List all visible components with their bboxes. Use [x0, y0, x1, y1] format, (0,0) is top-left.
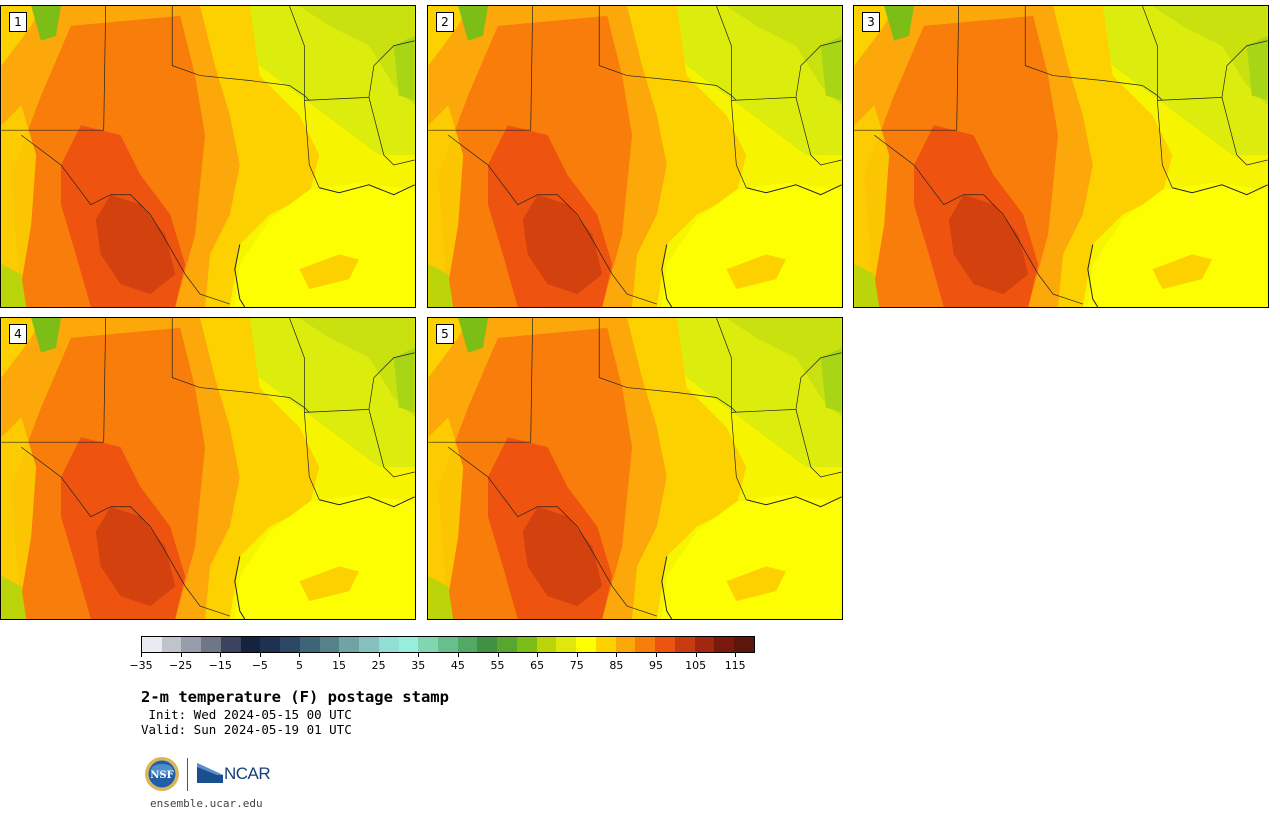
colorbar-swatch — [142, 637, 162, 652]
valid-time: Valid: Sun 2024-05-19 01 UTC — [141, 722, 352, 737]
colorbar-tick-label: −35 — [129, 659, 153, 672]
colorbar-swatch — [655, 637, 675, 652]
colorbar-swatch — [615, 637, 636, 652]
colorbar-swatch — [220, 637, 241, 652]
stamp-panel-3: 3 — [853, 5, 1269, 308]
colorbar-tick — [655, 653, 657, 657]
colorbar-tick — [220, 653, 222, 657]
colorbar-tick — [497, 653, 499, 657]
nsf-logo-icon: NSF — [145, 757, 179, 791]
colorbar-tick-label: 25 — [371, 659, 386, 672]
stamp-panel-4: 4 — [0, 317, 416, 620]
colorbar-swatch — [181, 637, 202, 652]
colorbar-tick-label: −25 — [169, 659, 193, 672]
colorbar-tick — [695, 653, 697, 657]
colorbar-swatch — [576, 637, 596, 652]
colorbar-swatch — [201, 637, 221, 652]
stamp-panel-5: 5 — [427, 317, 843, 620]
colorbar-tick — [180, 653, 182, 657]
colorbar-tick — [576, 653, 578, 657]
ncar-logo-icon — [197, 763, 223, 783]
colorbar-swatch — [438, 637, 458, 652]
colorbar-tick-label: 115 — [724, 659, 746, 672]
colorbar-swatch — [240, 637, 261, 652]
colorbar-swatch — [556, 637, 577, 652]
colorbar-tick — [339, 653, 341, 657]
colorbar-swatch — [595, 637, 616, 652]
init-time: Init: Wed 2024-05-15 00 UTC — [141, 707, 352, 722]
colorbar-tick — [418, 653, 420, 657]
colorbar-tick-label: 65 — [530, 659, 545, 672]
colorbar-tick-label: 15 — [332, 659, 347, 672]
colorbar-swatch — [299, 637, 320, 652]
temperature-map — [854, 6, 1268, 307]
colorbar-tick — [735, 653, 737, 657]
logos: NSF NCAR — [144, 756, 284, 794]
colorbar-tick — [537, 653, 539, 657]
colorbar-swatch — [674, 637, 695, 652]
site-url: ensemble.ucar.edu — [150, 797, 263, 810]
colorbar-tick-label: 75 — [569, 659, 584, 672]
colorbar-tick-label: 105 — [685, 659, 707, 672]
colorbar-tick-label: 35 — [411, 659, 426, 672]
colorbar-tick-label: 45 — [450, 659, 465, 672]
colorbar-swatch — [734, 637, 754, 652]
colorbar-swatch — [161, 637, 182, 652]
colorbar-swatch — [635, 637, 656, 652]
stamp-panel-1: 1 — [0, 5, 416, 308]
panel-number: 1 — [9, 12, 27, 32]
panel-number: 2 — [436, 12, 454, 32]
colorbar-swatch — [359, 637, 379, 652]
colorbar-swatch — [694, 637, 715, 652]
colorbar-tick-label: 5 — [295, 659, 303, 672]
figure-title: 2-m temperature (F) postage stamp — [141, 688, 449, 706]
colorbar-swatch — [457, 637, 478, 652]
ncar-logo-text: NCAR — [224, 764, 271, 783]
colorbar-tick-label: −15 — [208, 659, 232, 672]
panel-number: 3 — [862, 12, 880, 32]
colorbar-ticks: −35 −25 −15 −5 5 15 25 35 45 55 65 75 85 95 105 115 — [129, 653, 755, 673]
colorbar-tick-label: −5 — [251, 659, 268, 672]
temperature-map — [428, 6, 842, 307]
temperature-map — [1, 318, 415, 619]
stamp-panel-2: 2 — [427, 5, 843, 308]
panel-number: 4 — [9, 324, 27, 344]
colorbar-tick — [299, 653, 301, 657]
colorbar-tick-label: 95 — [648, 659, 663, 672]
colorbar-tick-label: 85 — [609, 659, 624, 672]
colorbar-tick — [259, 653, 261, 657]
colorbar-swatch — [319, 637, 340, 652]
colorbar-swatch — [497, 637, 517, 652]
colorbar-swatch — [536, 637, 557, 652]
colorbar-tick — [378, 653, 380, 657]
colorbar-swatch — [260, 637, 281, 652]
colorbar-tick — [616, 653, 618, 657]
colorbar-tick-label: 55 — [490, 659, 505, 672]
logo-separator — [187, 758, 188, 791]
colorbar-swatch — [378, 637, 399, 652]
colorbar-swatch — [477, 637, 498, 652]
panel-number: 5 — [436, 324, 454, 344]
temperature-map — [428, 318, 842, 619]
temperature-map — [1, 6, 415, 307]
colorbar-swatch — [398, 637, 419, 652]
colorbar-swatch — [418, 637, 439, 652]
colorbar — [141, 636, 755, 653]
nsf-logo-text: NSF — [150, 770, 173, 781]
colorbar-swatch — [339, 637, 360, 652]
colorbar-tick — [141, 653, 142, 657]
colorbar-swatch — [280, 637, 300, 652]
colorbar-tick — [457, 653, 459, 657]
colorbar-swatch — [516, 637, 537, 652]
colorbar-swatch — [714, 637, 735, 652]
